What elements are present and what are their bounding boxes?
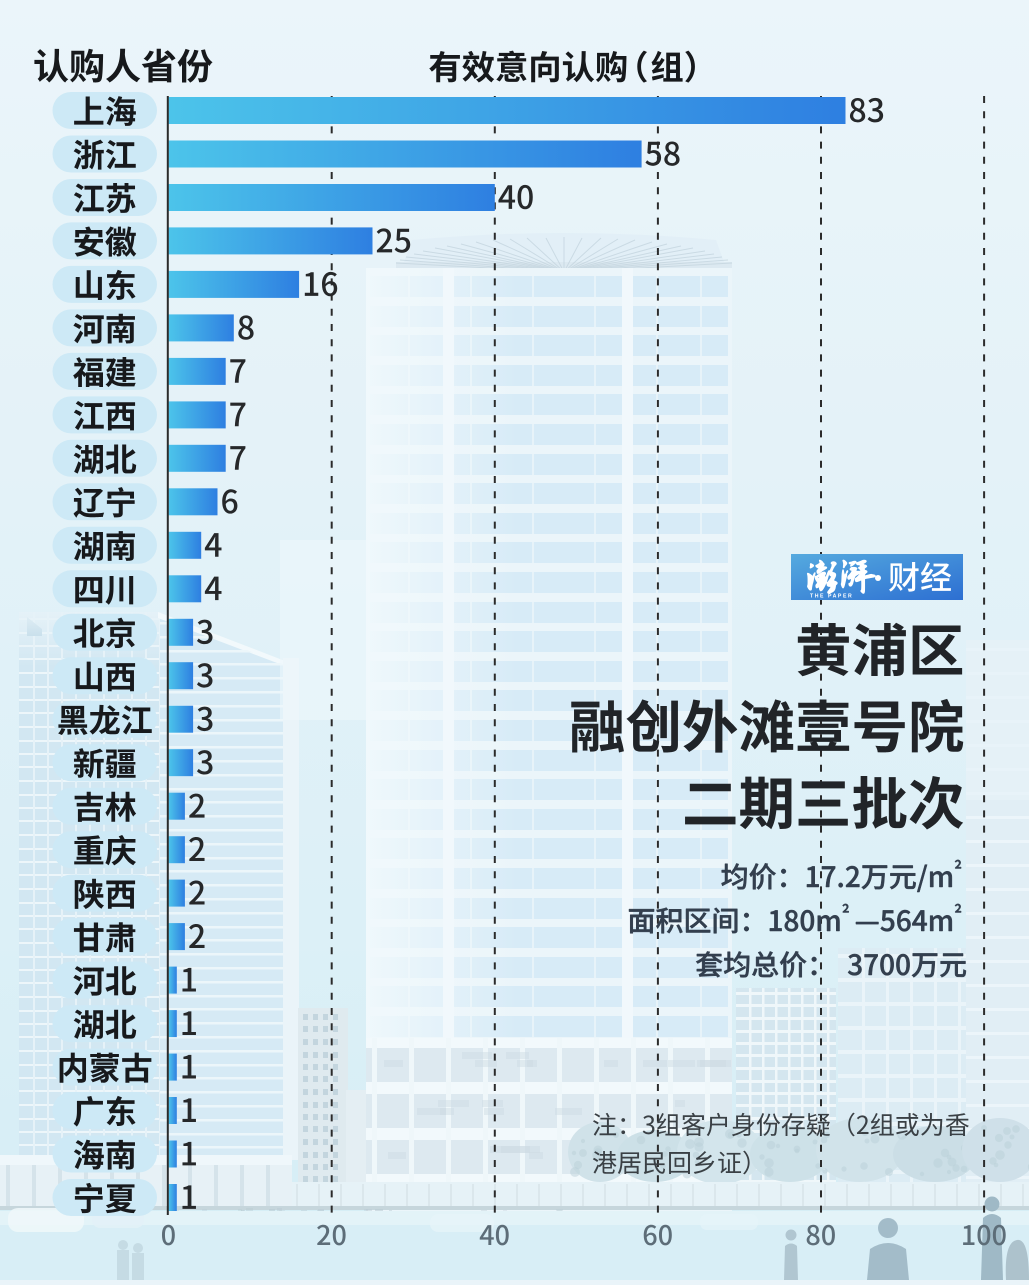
svg-text:THE PAPER: THE PAPER xyxy=(810,594,853,600)
